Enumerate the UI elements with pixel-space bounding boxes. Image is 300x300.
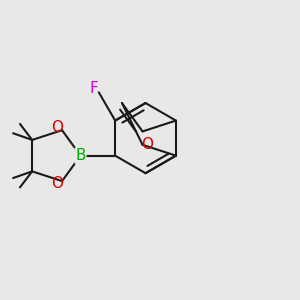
Text: O: O: [51, 120, 63, 135]
Text: F: F: [89, 81, 98, 96]
Text: B: B: [75, 148, 86, 163]
Text: O: O: [51, 176, 63, 191]
Text: O: O: [141, 137, 153, 152]
